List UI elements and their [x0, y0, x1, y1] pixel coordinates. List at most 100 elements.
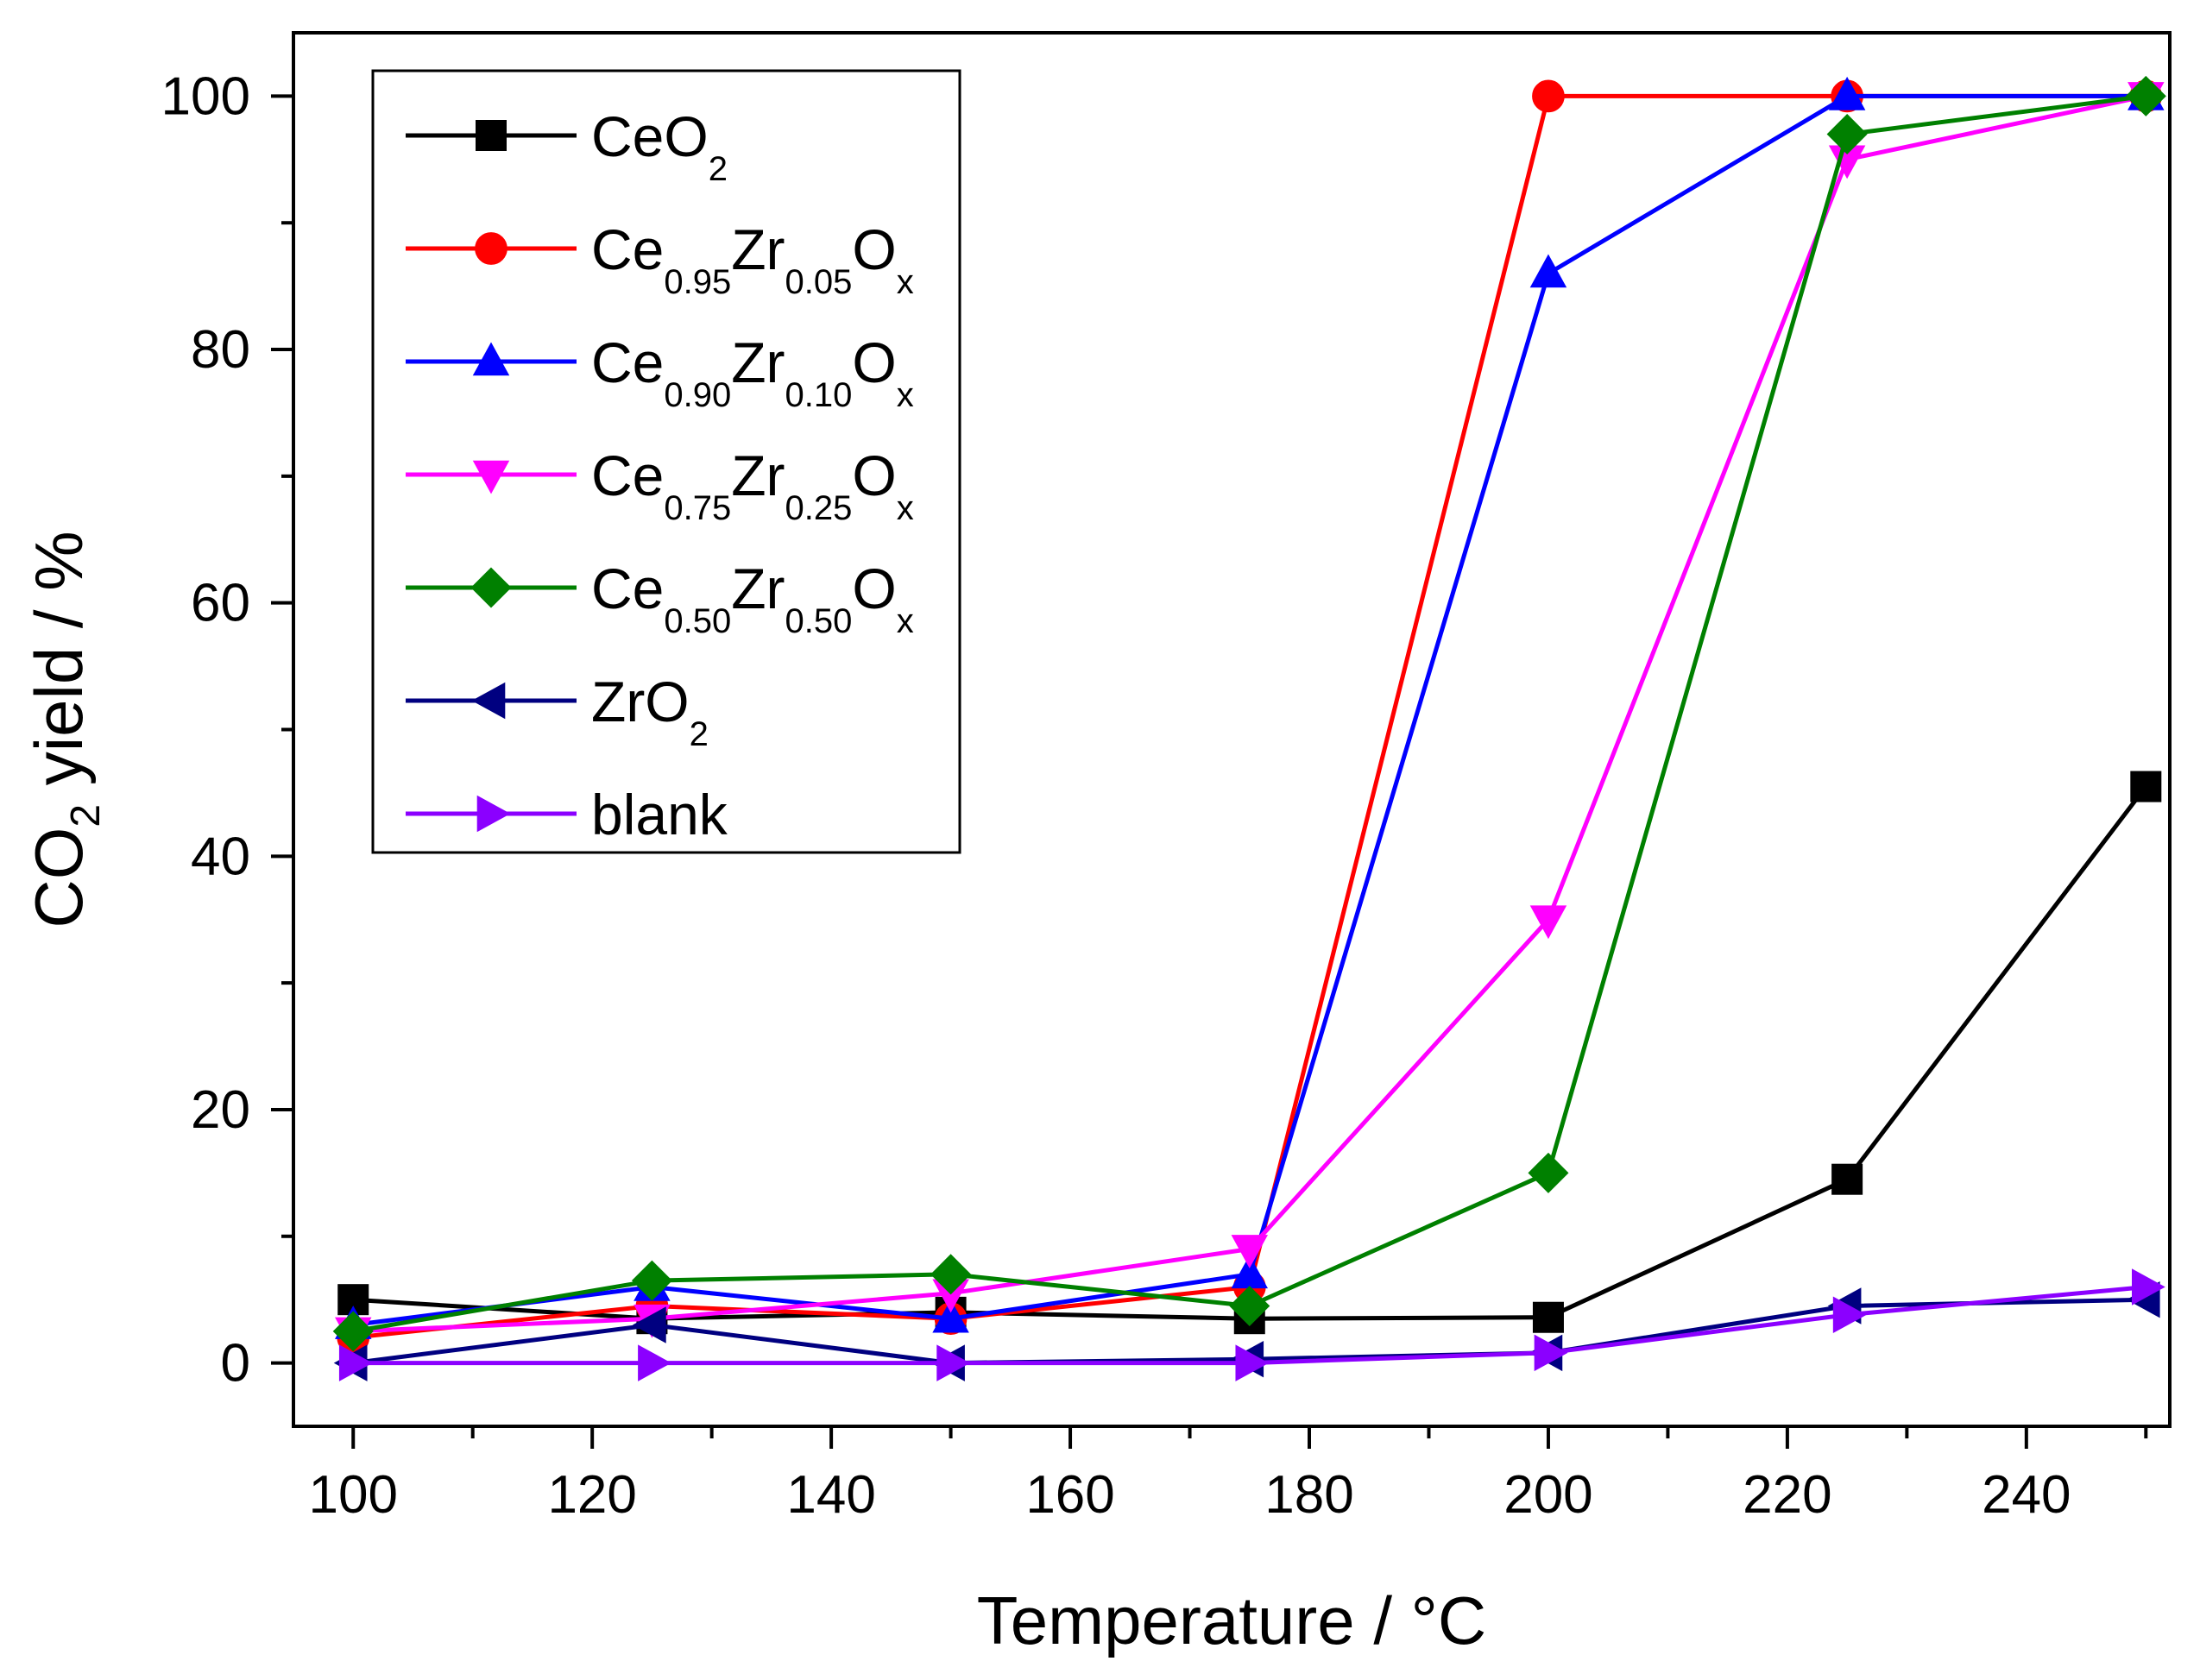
- legend-label: Ce0.75​Zr0.25​Ox​: [591, 444, 914, 527]
- legend-label-text: Ce: [591, 330, 664, 394]
- data-point: [1532, 79, 1565, 113]
- legend-label-sub: 0.95: [664, 263, 731, 301]
- series-6: [338, 1268, 2165, 1381]
- data-point: [638, 1344, 671, 1381]
- legend-label-text: Zr: [591, 670, 645, 733]
- legend-swatch-marker: [476, 120, 507, 151]
- legend-label-sub: 0.05: [785, 263, 853, 301]
- legend-label-sub: x: [897, 489, 914, 527]
- legend-label-text: O: [852, 217, 896, 281]
- legend-label-text: Ce: [591, 557, 664, 620]
- legend-swatch-marker: [472, 460, 510, 494]
- legend-label-sub: 0.25: [785, 489, 853, 527]
- data-point: [1529, 905, 1567, 940]
- x-tick-label: 160: [1025, 1465, 1114, 1525]
- y-axis-title-text: CO: [21, 827, 97, 928]
- legend-swatch-marker: [472, 342, 510, 376]
- data-point: [2132, 1268, 2165, 1306]
- legend-label-text: O: [852, 444, 896, 507]
- data-point: [1529, 254, 1567, 288]
- legend-label-text: O: [664, 104, 708, 168]
- legend-entry: Ce0.95​Zr0.05​Ox​: [406, 217, 914, 301]
- legend-label-sub: 0.50: [664, 602, 731, 640]
- legend-label-text: O: [852, 330, 896, 394]
- legend: CeO2​Ce0.95​Zr0.05​Ox​Ce0.90​Zr0.10​Ox​C…: [371, 69, 961, 854]
- x-tick-label: 140: [786, 1465, 875, 1525]
- data-point: [1832, 1296, 1867, 1334]
- legend-swatch-marker: [475, 232, 507, 265]
- legend-entry: ZrO2​: [406, 670, 709, 753]
- legend-label-sub: 0.10: [785, 376, 853, 414]
- legend-label: Ce0.50​Zr0.50​Ox​: [591, 557, 914, 640]
- data-point: [1528, 1152, 1569, 1193]
- y-axis-title: CO2 yield / %: [21, 531, 109, 928]
- y-tick-label: 0: [221, 1334, 250, 1394]
- y-axis-title-text: yield / %: [21, 531, 97, 803]
- legend-label-sub: x: [897, 376, 914, 414]
- legend-label-text: blank: [591, 783, 728, 846]
- legend-label-sub: 2: [709, 150, 728, 188]
- x-tick-label: 200: [1503, 1465, 1592, 1525]
- legend-label-text: Zr: [731, 557, 785, 620]
- data-point: [930, 1254, 972, 1295]
- legend-label-sub: 0.50: [785, 602, 853, 640]
- legend-label-text: Zr: [731, 330, 785, 394]
- legend-label-sub: 2: [690, 715, 709, 753]
- legend-label: blank: [591, 783, 728, 846]
- data-point: [1826, 113, 1868, 154]
- data-point: [1534, 1334, 1568, 1372]
- data-point: [2125, 75, 2166, 116]
- data-point: [2130, 771, 2162, 802]
- y-tick-label: 80: [191, 320, 250, 380]
- legend-label-text: Ce: [591, 217, 664, 281]
- legend-label-sub: x: [897, 602, 914, 640]
- y-axis-title-sub: 2: [63, 804, 109, 827]
- legend-label: CeO2​: [591, 104, 728, 188]
- legend-label-text: O: [852, 557, 896, 620]
- x-tick-label: 180: [1264, 1465, 1353, 1525]
- legend-label: Ce0.90​Zr0.10​Ox​: [591, 330, 914, 414]
- legend-swatch-marker: [471, 682, 506, 720]
- y-tick-label: 40: [191, 827, 250, 886]
- x-tick-label: 220: [1743, 1465, 1831, 1525]
- x-tick-label: 240: [1982, 1465, 2071, 1525]
- legend-entry: Ce0.50​Zr0.50​Ox​: [406, 557, 914, 640]
- x-tick-label: 120: [547, 1465, 636, 1525]
- axis-labels: 100 120 140 160 180 200 220 240 0 20 40 60 80 100 Temp…: [21, 66, 2071, 1658]
- legend-label-text: Zr: [731, 444, 785, 507]
- legend-label-text: O: [645, 670, 689, 733]
- legend-label: ZrO2​: [591, 670, 709, 753]
- data-point: [1235, 1344, 1270, 1381]
- legend-label-sub: 0.75: [664, 489, 731, 527]
- x-tick-label: 100: [309, 1465, 398, 1525]
- data-point: [1229, 1286, 1270, 1327]
- legend-swatch-marker: [476, 795, 511, 833]
- legend-label-sub: x: [897, 263, 914, 301]
- data-point: [338, 1344, 373, 1381]
- legend-box: [371, 69, 961, 854]
- legend-label-text: Ce: [591, 104, 664, 168]
- legend-label-text: Ce: [591, 444, 664, 507]
- data-point: [932, 1299, 969, 1333]
- legend-entry: Ce0.75​Zr0.25​Ox​: [406, 444, 914, 527]
- legend-label-text: Zr: [731, 217, 785, 281]
- series-layer: [332, 75, 2166, 1381]
- legend-swatch-marker: [470, 567, 512, 608]
- plot-frame: [292, 31, 2172, 1428]
- x-axis-title: Temperature / °C: [977, 1582, 1486, 1658]
- legend-entry: Ce0.90​Zr0.10​Ox​: [406, 330, 914, 414]
- y-tick-label: 60: [191, 574, 250, 633]
- legend-label-sub: 0.90: [664, 376, 731, 414]
- tick-layer: [271, 94, 2148, 1449]
- data-point: [1828, 76, 1866, 110]
- data-point: [1532, 1301, 1564, 1333]
- data-point: [332, 1311, 374, 1352]
- data-point: [632, 1306, 666, 1343]
- y-tick-label: 100: [161, 66, 250, 126]
- data-point: [631, 1260, 672, 1301]
- legend-entry: CeO2​: [406, 104, 728, 188]
- data-point: [1231, 1235, 1269, 1268]
- y-tick-label: 20: [191, 1080, 250, 1140]
